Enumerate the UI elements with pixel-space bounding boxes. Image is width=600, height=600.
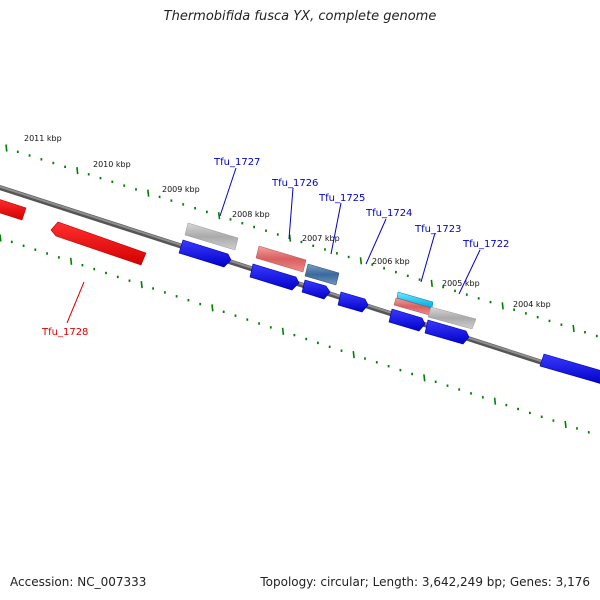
kbp-label-2010: 2010 kbp	[93, 160, 131, 169]
cds-arrow-7	[539, 353, 600, 384]
cds-arrow-4	[337, 291, 369, 313]
gene-label-tfu-1724[interactable]: Tfu_1724	[365, 208, 412, 219]
feature-tfu-1725	[304, 263, 340, 286]
major-tick	[430, 279, 433, 287]
gene-arrow-left-edge	[0, 199, 27, 221]
major-tick	[423, 374, 426, 382]
outer-tick-marks	[5, 144, 598, 338]
major-tick	[76, 167, 79, 175]
major-tick	[211, 304, 214, 312]
accession-text: Accession: NC_007333	[10, 575, 147, 589]
feature-tfu-1726	[255, 245, 307, 273]
inner-tick-row	[0, 234, 590, 434]
major-tick	[564, 420, 567, 429]
gene-label-tfu-1725[interactable]: Tfu_1725	[318, 193, 365, 204]
cds-arrow-6	[424, 319, 470, 345]
label-leader-line-tfu-1728	[66, 281, 85, 324]
kbp-label-2006: 2006 kbp	[372, 257, 410, 266]
label-leader-lines	[219, 167, 481, 295]
feature-tfu-1727	[184, 222, 239, 251]
gene-label-tfu-1722[interactable]: Tfu_1722	[462, 239, 509, 250]
cds-arrow-2	[249, 263, 300, 291]
kbp-label-2011: 2011 kbp	[24, 134, 62, 143]
major-tick	[69, 257, 73, 265]
gene-labels: Tfu_1727 Tfu_1726 Tfu_1725 Tfu_1724 Tfu_…	[41, 157, 509, 338]
gene-arrow-tfu-1728	[50, 221, 147, 266]
reverse-strand-features	[0, 199, 147, 266]
genome-backbone	[0, 185, 600, 384]
major-tick	[359, 257, 363, 265]
inner-tick-marks	[0, 234, 590, 434]
major-tick	[5, 144, 8, 152]
major-tick	[217, 212, 221, 220]
topology-text: Topology: circular; Length: 3,642,249 bp…	[260, 575, 590, 589]
kbp-label-2005: 2005 kbp	[442, 279, 480, 288]
forward-strand-features	[178, 239, 600, 384]
gene-label-tfu-1726[interactable]: Tfu_1726	[271, 178, 318, 189]
major-tick	[352, 351, 355, 359]
kbp-label-2009: 2009 kbp	[162, 185, 200, 194]
map-title: Thermobifida fusca YX, complete genome	[163, 9, 437, 24]
cds-arrow-3	[301, 279, 331, 300]
major-tick	[0, 234, 2, 242]
kbp-label-2007: 2007 kbp	[302, 234, 340, 243]
upper-features	[184, 222, 477, 330]
feature-tfu-1722	[427, 306, 477, 330]
gene-label-tfu-1723[interactable]: Tfu_1723	[414, 224, 461, 235]
gene-label-tfu-1728[interactable]: Tfu_1728	[41, 327, 88, 338]
major-tick	[147, 189, 150, 197]
kbp-label-2008: 2008 kbp	[232, 210, 270, 219]
outer-tick-row	[5, 144, 598, 338]
major-tick	[501, 302, 504, 310]
major-tick	[493, 397, 497, 405]
cds-arrow-1	[178, 239, 232, 268]
major-tick	[572, 324, 575, 333]
major-tick	[281, 327, 285, 335]
cds-arrow-5	[388, 308, 426, 332]
kbp-label-2004: 2004 kbp	[513, 300, 551, 309]
major-tick	[140, 281, 143, 289]
kbp-labels: 2011 kbp 2010 kbp 2009 kbp 2008 kbp 2007…	[24, 134, 551, 309]
gene-label-tfu-1727[interactable]: Tfu_1727	[213, 157, 260, 168]
